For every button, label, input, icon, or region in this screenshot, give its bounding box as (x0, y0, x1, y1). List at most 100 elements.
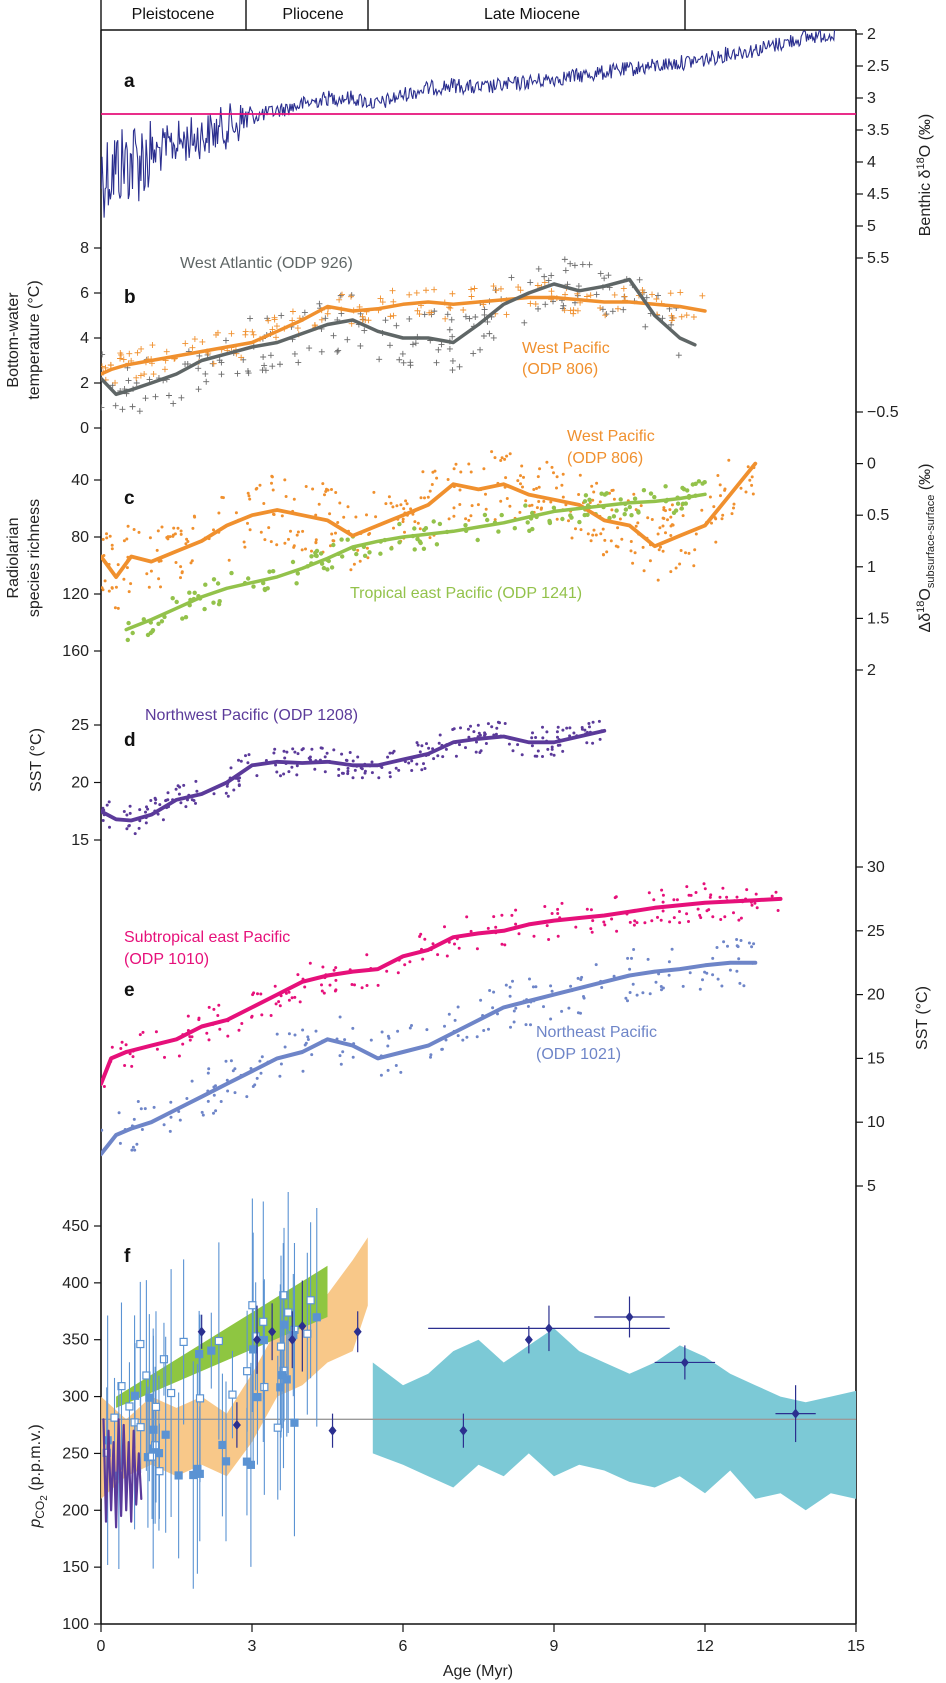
e-northeast-point (722, 940, 726, 944)
c-west-pacific-point (459, 470, 463, 474)
c-west-pacific-point (160, 525, 164, 529)
c-west-pacific-point (458, 488, 462, 492)
b-west-pacific-point (250, 331, 257, 338)
c-west-pacific-point (114, 585, 118, 589)
c-tropical-east-pacific-point (623, 507, 629, 512)
d-northwest-pacific-point (503, 722, 507, 725)
e-northeast-point (293, 1033, 297, 1037)
d-northwest-pacific-point (472, 730, 476, 734)
c-west-pacific-point (591, 498, 595, 502)
e-subtropical-point (492, 915, 496, 919)
c-tropical-east-pacific-point (397, 521, 402, 527)
e-subtropical-point (163, 1055, 166, 1059)
c-west-pacific-point (263, 538, 267, 542)
e-northeast-point (139, 1107, 143, 1111)
e-subtropical-point (124, 1043, 128, 1047)
b-west-pacific-point (653, 296, 660, 303)
e-northeast-point (101, 1128, 104, 1132)
c-west-pacific-point (413, 520, 417, 524)
e-northeast-point (135, 1142, 139, 1146)
c-tropical-east-pacific-point (309, 554, 314, 559)
e-subtropical-point (465, 915, 469, 919)
d-northwest-pacific-point (585, 741, 589, 745)
b-west-atlantic-point (357, 342, 364, 349)
b-west-atlantic-point (490, 334, 497, 341)
b-west-pacific-point (182, 340, 189, 347)
c-west-pacific-point (275, 543, 279, 547)
c-west-pacific-point (552, 471, 555, 475)
e-subtropical-point (119, 1047, 123, 1050)
e-subtropical-point (702, 882, 706, 886)
d-northwest-pacific-point (597, 719, 601, 723)
c-west-pacific-point (352, 562, 356, 566)
e-northeast-point (737, 957, 741, 961)
e-subtropical-point (711, 915, 715, 919)
d-northwest-pacific-point (498, 721, 501, 725)
c-tropical-east-pacific-point (604, 491, 609, 496)
c-west-pacific-point (292, 497, 296, 501)
c-west-pacific-point (149, 569, 153, 573)
e-northeast-point (314, 1029, 318, 1033)
f-proxy-square (221, 1457, 231, 1466)
d-northwest-pacific-point (377, 776, 381, 780)
c-west-pacific-point (304, 485, 308, 488)
d-northwest-pacific-point (388, 775, 392, 779)
c-west-pacific-point (664, 531, 667, 535)
e-northeast-point (635, 993, 639, 997)
c-tropical-east-pacific-point (203, 582, 208, 587)
c-west-pacific-point (609, 539, 613, 543)
c-west-pacific-point (283, 478, 287, 482)
e-subtropical-point (735, 895, 739, 899)
f-proxy-square (167, 1388, 176, 1398)
e-northeast-point (279, 1062, 283, 1066)
c-west-pacific-point (392, 526, 395, 530)
c-tropical-east-pacific-point (412, 547, 417, 552)
e-northeast-point (549, 1017, 553, 1021)
e-subtropical-point (500, 913, 504, 917)
c-tropical-east-pacific-point (421, 527, 427, 533)
d-northwest-pacific-point (474, 750, 478, 754)
f-proxy-square (110, 1413, 119, 1422)
b-left-tick-label: 4 (80, 330, 89, 347)
e-subtropical-point (585, 907, 589, 911)
b-west-pacific-point (199, 338, 206, 345)
c-west-pacific-point (255, 486, 259, 490)
b-west-atlantic-point (165, 392, 172, 399)
b-west-atlantic-point (322, 315, 329, 322)
c-west-pacific-point (108, 534, 112, 538)
e-northeast-point (212, 1111, 215, 1115)
c-tropical-east-pacific-point (582, 499, 588, 504)
d-northwest-pacific-point (293, 750, 297, 754)
b-west-pacific-point (120, 356, 127, 363)
c-west-pacific-point (616, 526, 620, 530)
e-subtropical-point (365, 953, 369, 957)
c-tropical-east-pacific-point (389, 546, 394, 551)
b-west-pacific-point (294, 325, 301, 332)
c-tropical-east-pacific-point (170, 596, 175, 601)
b-west-pacific-point (102, 364, 109, 371)
c-west-pacific-point (186, 540, 190, 543)
e-northeast-point (410, 1024, 413, 1027)
c-west-pacific-point (156, 529, 160, 533)
c-tropical-east-pacific-point (671, 510, 677, 515)
e-northeast-point (739, 939, 743, 942)
c-west-pacific-point (411, 512, 415, 516)
b-west-atlantic-point (222, 337, 229, 344)
b-west-atlantic-point (335, 347, 342, 354)
f-proxy-square (195, 1349, 204, 1359)
d-northwest-pacific-point (340, 752, 344, 756)
e-subtropical-point (703, 887, 707, 891)
e-northeast-point (681, 984, 685, 988)
d-northwest-pacific-point (279, 774, 282, 778)
e-northeast-point (560, 1009, 564, 1013)
d-northwest-pacific-point (156, 812, 160, 816)
b-west-pacific-point (493, 287, 500, 294)
e-subtropical-point (457, 946, 461, 950)
c-west-pacific-point (301, 529, 305, 533)
d-northwest-pacific-point (108, 825, 111, 829)
d-northwest-pacific-point (125, 827, 129, 831)
e-northeast-point (394, 1064, 398, 1067)
e-subtropical-point (510, 913, 514, 917)
b-west-atlantic-point (261, 362, 268, 369)
c-west-pacific-point (589, 539, 593, 543)
